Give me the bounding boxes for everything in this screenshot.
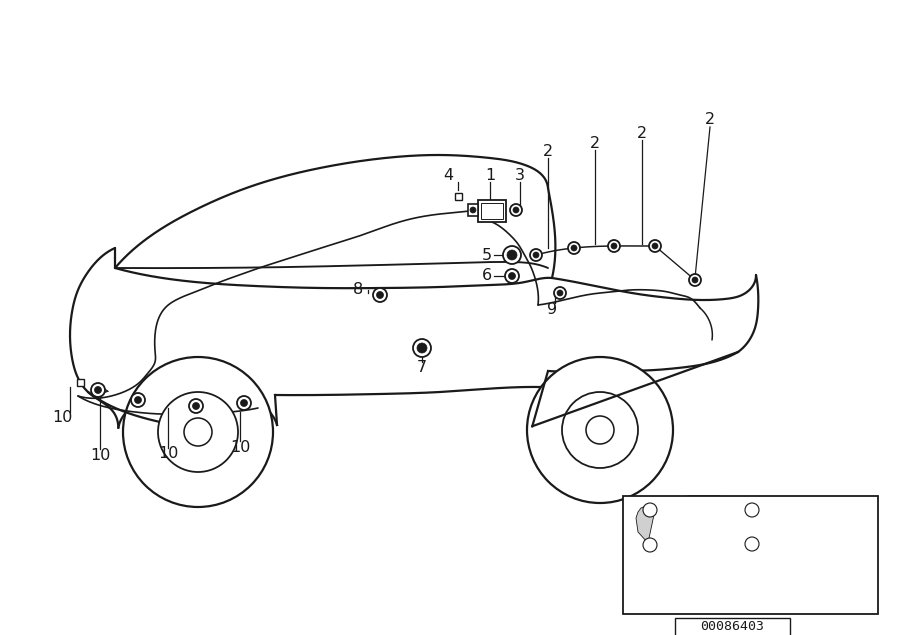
Circle shape [91, 383, 105, 397]
Circle shape [131, 393, 145, 407]
Circle shape [134, 396, 141, 403]
Text: 7: 7 [417, 361, 428, 375]
Circle shape [240, 399, 248, 406]
Text: 8: 8 [353, 283, 363, 298]
Circle shape [611, 243, 617, 249]
Circle shape [376, 291, 383, 298]
Circle shape [94, 387, 102, 394]
Bar [481, 203, 503, 219]
Text: 2: 2 [590, 135, 600, 150]
Circle shape [237, 396, 251, 410]
Circle shape [745, 537, 759, 551]
Text: 2: 2 [543, 145, 553, 159]
Circle shape [158, 392, 238, 472]
Bar [76, 378, 84, 385]
Text: 9: 9 [547, 302, 557, 318]
Text: 2: 2 [637, 126, 647, 140]
Circle shape [189, 399, 203, 413]
Circle shape [643, 538, 657, 552]
Bar [454, 192, 462, 199]
Text: 00086403: 00086403 [700, 620, 764, 634]
Circle shape [652, 243, 658, 249]
Bar [478, 200, 506, 222]
Circle shape [507, 250, 517, 260]
Circle shape [373, 288, 387, 302]
Text: 6: 6 [482, 269, 492, 283]
Circle shape [510, 204, 522, 216]
Polygon shape [636, 505, 655, 543]
Circle shape [643, 503, 657, 517]
Bar [623, 496, 878, 614]
Text: 10: 10 [90, 448, 110, 462]
Circle shape [586, 416, 614, 444]
Text: 2: 2 [705, 112, 716, 128]
Circle shape [692, 277, 698, 283]
Circle shape [123, 357, 273, 507]
Circle shape [554, 287, 566, 299]
Circle shape [470, 207, 476, 213]
Circle shape [571, 245, 577, 251]
Circle shape [193, 403, 200, 410]
Text: 4: 4 [443, 168, 453, 182]
Circle shape [413, 339, 431, 357]
Circle shape [513, 207, 519, 213]
Circle shape [745, 503, 759, 517]
Circle shape [184, 418, 212, 446]
Circle shape [503, 246, 521, 264]
Circle shape [508, 272, 516, 279]
Bar [468, 204, 478, 216]
Text: 5: 5 [482, 248, 492, 262]
Circle shape [530, 249, 542, 261]
Circle shape [557, 290, 563, 296]
Text: 10: 10 [52, 410, 72, 425]
Bar [675, 618, 790, 635]
Circle shape [533, 252, 539, 258]
Circle shape [689, 274, 701, 286]
Text: 1: 1 [485, 168, 495, 182]
Circle shape [562, 392, 638, 468]
Circle shape [608, 240, 620, 252]
Circle shape [417, 343, 427, 353]
Circle shape [505, 269, 519, 283]
Text: 3: 3 [515, 168, 525, 182]
Text: 10: 10 [230, 439, 250, 455]
Text: 10: 10 [158, 446, 178, 462]
Circle shape [649, 240, 661, 252]
Circle shape [568, 242, 580, 254]
Circle shape [527, 357, 673, 503]
